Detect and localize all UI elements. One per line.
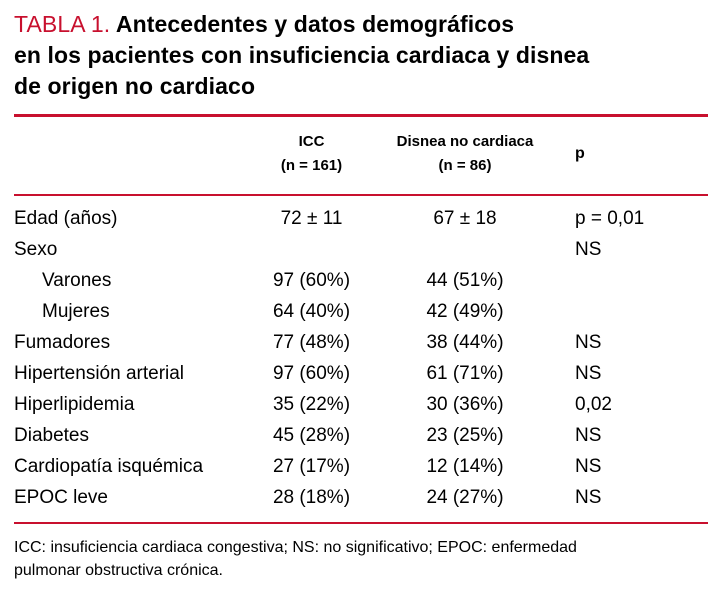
row-disnea-value: 23 (25%) <box>426 425 504 446</box>
header-empty-cell <box>14 117 244 196</box>
demographics-table: ICC (n = 161) Disnea no cardiaca (n = 86… <box>14 117 708 524</box>
row-label: Fumadores <box>14 332 111 353</box>
row-disnea-value: 30 (36%) <box>426 394 504 415</box>
row-p-value: NS <box>575 239 602 260</box>
header-row: ICC (n = 161) Disnea no cardiaca (n = 86… <box>14 117 708 196</box>
row-icc-value: 77 (48%) <box>272 332 351 353</box>
table-title: TABLA 1. Antecedentes y datos demográfic… <box>14 9 708 102</box>
table-header: ICC (n = 161) Disnea no cardiaca (n = 86… <box>14 117 708 196</box>
row-disnea-value: 44 (51%) <box>426 270 504 291</box>
header-p: p <box>551 117 708 196</box>
header-icc: ICC (n = 161) <box>244 117 379 196</box>
row-icc-value: 35 (22%) <box>272 394 351 415</box>
table-footnote: ICC: insuficiencia cardiaca congestiva; … <box>14 539 577 579</box>
row-label: Diabetes <box>14 425 89 446</box>
row-p-value: 0,02 <box>575 394 612 415</box>
row-disnea-value: 38 (44%) <box>426 332 504 353</box>
row-disnea-value: 24 (27%) <box>426 487 504 508</box>
header-icc-n: (n = 161) <box>280 157 343 174</box>
table-row: Varones 97 (60%) 44 (51%) <box>14 265 708 296</box>
row-disnea-value: 67 ± 18 <box>433 208 497 229</box>
row-label: Edad (años) <box>14 208 118 229</box>
row-p-value: p = 0,01 <box>575 208 645 229</box>
row-label: Mujeres <box>42 301 110 322</box>
row-icc-value: 27 (17%) <box>272 456 351 477</box>
row-icc-value: 97 (60%) <box>272 270 351 291</box>
row-icc-value: 64 (40%) <box>272 301 351 322</box>
row-p-value: NS <box>575 456 602 477</box>
row-label: Varones <box>42 270 112 291</box>
row-label: Cardiopatía isquémica <box>14 456 204 477</box>
row-icc-value: 97 (60%) <box>272 363 351 384</box>
table-row: Hiperlipidemia 35 (22%) 30 (36%) 0,02 <box>14 389 708 420</box>
table-row: Cardiopatía isquémica 27 (17%) 12 (14%) … <box>14 451 708 482</box>
table-row: Hipertensión arterial 97 (60%) 61 (71%) … <box>14 358 708 389</box>
table-row: Mujeres 64 (40%) 42 (49%) <box>14 296 708 327</box>
row-p-value: NS <box>575 363 602 384</box>
row-label: EPOC leve <box>14 487 108 508</box>
row-p-value: NS <box>575 332 602 353</box>
table-body: Edad (años) 72 ± 11 67 ± 18 p = 0,01 Sex… <box>14 195 708 523</box>
table-row: Edad (años) 72 ± 11 67 ± 18 p = 0,01 <box>14 195 708 234</box>
header-disnea-n: (n = 86) <box>438 157 492 174</box>
header-disnea-name: Disnea no cardiaca <box>396 133 534 150</box>
row-disnea-value: 42 (49%) <box>426 301 504 322</box>
row-p-value <box>551 296 708 327</box>
table-row: Sexo NS <box>14 234 708 265</box>
row-p-value: NS <box>575 487 602 508</box>
header-disnea: Disnea no cardiaca (n = 86) <box>379 117 551 196</box>
row-label: Sexo <box>14 239 58 260</box>
row-icc-value: 45 (28%) <box>272 425 351 446</box>
table-number: TABLA 1. <box>14 11 111 37</box>
table-row: Fumadores 77 (48%) 38 (44%) NS <box>14 327 708 358</box>
top-rule <box>14 114 708 117</box>
row-disnea-value <box>379 234 551 265</box>
row-label: Hipertensión arterial <box>14 363 185 384</box>
table-caption: Antecedentes y datos demográficos en los… <box>14 11 590 99</box>
row-p-value: NS <box>575 425 602 446</box>
row-disnea-value: 12 (14%) <box>426 456 504 477</box>
row-icc-value: 28 (18%) <box>272 487 351 508</box>
table-row: EPOC leve 28 (18%) 24 (27%) NS <box>14 482 708 523</box>
row-p-value <box>551 265 708 296</box>
table-row: Diabetes 45 (28%) 23 (25%) NS <box>14 420 708 451</box>
row-disnea-value: 61 (71%) <box>426 363 504 384</box>
row-label: Hiperlipidemia <box>14 394 135 415</box>
row-icc-value: 72 ± 11 <box>280 208 343 229</box>
header-icc-name: ICC <box>298 133 325 150</box>
row-icc-value <box>244 234 379 265</box>
